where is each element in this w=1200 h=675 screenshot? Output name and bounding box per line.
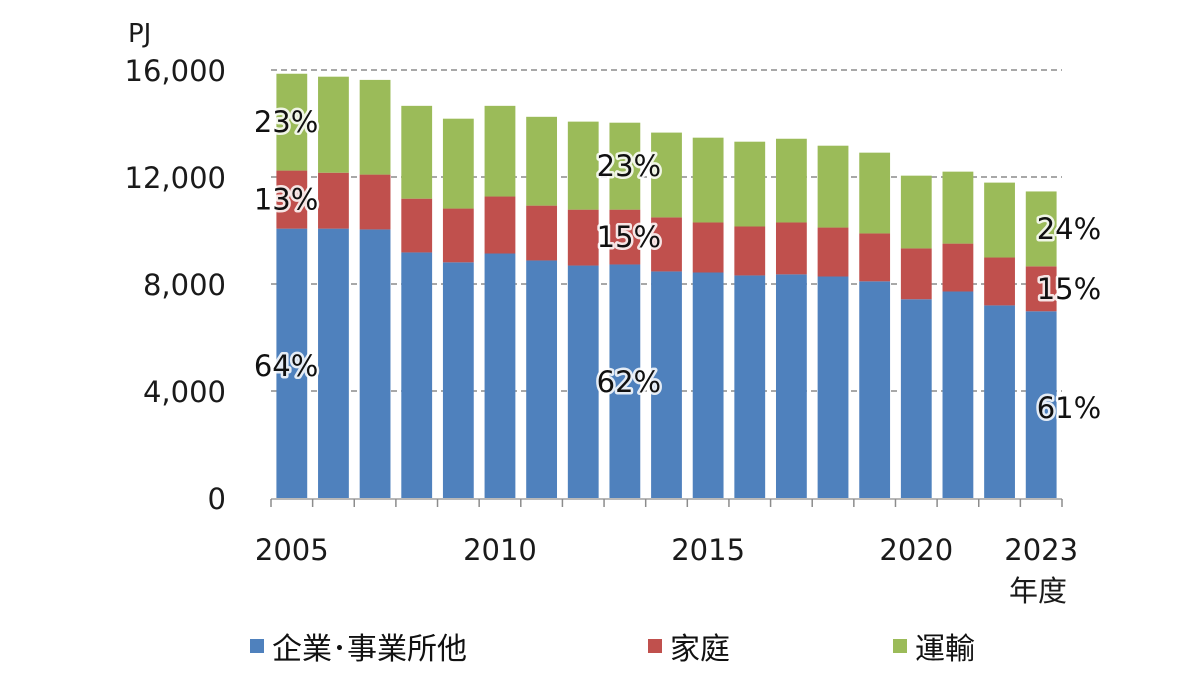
bar-segment-2018-企業･事業所他 <box>817 276 849 498</box>
bar-segment-2007-運輸 <box>359 79 391 175</box>
bar-segment-2015-家庭 <box>692 222 724 273</box>
bar-segment-2011-企業･事業所他 <box>526 260 558 498</box>
y-tick-label: 0 <box>208 482 226 516</box>
y-tick-label: 12,000 <box>125 161 226 195</box>
bar-segment-2006-運輸 <box>318 76 349 173</box>
bar-segment-2019-企業･事業所他 <box>859 281 891 498</box>
legend-label-business: 企業･事業所他 <box>272 632 467 667</box>
percentage-label: 62% <box>597 365 661 399</box>
bar-segment-2022-企業･事業所他 <box>984 305 1015 498</box>
bar-segment-2006-企業･事業所他 <box>318 228 349 498</box>
bar-segment-2020-運輸 <box>900 175 932 249</box>
bar-segment-2011-運輸 <box>526 116 558 206</box>
bar-segment-2009-企業･事業所他 <box>442 262 474 498</box>
bar-segment-2021-運輸 <box>942 171 974 244</box>
bar-segment-2010-運輸 <box>484 105 516 197</box>
bar-segment-2017-家庭 <box>775 222 807 275</box>
y-axis-tick-labels: 0 4,000 8,000 12,000 16,000 <box>125 54 226 516</box>
bar-segment-2009-家庭 <box>442 208 474 263</box>
bar-segment-2023-運輸 <box>1025 191 1057 267</box>
bar-segment-2023-企業･事業所他 <box>1025 311 1057 498</box>
legend: 企業･事業所他 家庭 運輸 <box>0 624 1200 667</box>
bar-segment-2005-家庭 <box>276 170 308 229</box>
bar-segment-2019-運輸 <box>859 152 891 234</box>
bar-segment-2008-運輸 <box>401 105 433 199</box>
bar-segment-2010-家庭 <box>484 196 516 254</box>
bar-segment-2017-運輸 <box>775 138 807 223</box>
x-tick-label: 2015 <box>671 533 745 567</box>
y-axis-unit-label: PJ <box>128 19 151 49</box>
bar-segment-2018-家庭 <box>817 227 849 277</box>
x-tick-label: 2005 <box>255 533 329 567</box>
bars <box>276 73 1057 498</box>
percentage-label: 61% <box>1037 391 1101 425</box>
legend-label-transport: 運輸 <box>915 632 975 667</box>
bar-segment-2008-家庭 <box>401 198 433 253</box>
percentage-label: 13% <box>254 183 318 217</box>
bar-segment-2019-家庭 <box>859 233 891 282</box>
percentage-label: 15% <box>1037 272 1101 306</box>
percentage-label: 24% <box>1037 212 1101 246</box>
x-axis-title: 年度 <box>1009 574 1067 608</box>
legend-item-business: 企業･事業所他 <box>250 624 467 668</box>
bar-segment-2017-企業･事業所他 <box>775 274 807 498</box>
bar-segment-2012-家庭 <box>567 209 599 266</box>
bar-segment-2015-運輸 <box>692 137 724 223</box>
bar-segment-2022-家庭 <box>984 257 1015 306</box>
y-tick-label: 4,000 <box>143 375 226 409</box>
bar-segment-2012-運輸 <box>567 121 599 210</box>
bar-segment-2007-企業･事業所他 <box>359 229 391 498</box>
y-tick-label: 16,000 <box>125 54 226 88</box>
y-tick-label: 8,000 <box>143 268 226 302</box>
bar-segment-2016-家庭 <box>734 226 766 276</box>
legend-item-transport: 運輸 <box>893 624 975 668</box>
bar-segment-2008-企業･事業所他 <box>401 252 433 498</box>
bar-segment-2020-家庭 <box>900 248 932 300</box>
bar-segment-2013-企業･事業所他 <box>609 264 641 498</box>
percentage-labels: 23% 13% 64% 23% 15% 62% 24% 15% 61% <box>251 103 1103 428</box>
legend-label-household: 家庭 <box>670 632 730 667</box>
bar-segment-2013-家庭 <box>609 209 641 265</box>
bar-segment-2015-企業･事業所他 <box>692 272 724 498</box>
bar-segment-2009-運輸 <box>442 118 474 209</box>
bar-segment-2023-家庭 <box>1025 266 1057 312</box>
bar-segment-2005-運輸 <box>276 73 308 171</box>
bar-segment-2005-企業･事業所他 <box>276 228 308 498</box>
bar-segment-2016-運輸 <box>734 141 766 227</box>
bar-segment-2012-企業･事業所他 <box>567 265 599 498</box>
x-tick-label: 2010 <box>463 533 537 567</box>
percentage-label: 23% <box>254 105 318 139</box>
legend-swatch-business <box>250 639 264 653</box>
x-axis <box>270 498 1063 507</box>
bar-segment-2014-運輸 <box>651 132 682 218</box>
x-tick-label: 2020 <box>879 533 953 567</box>
bar-segment-2018-運輸 <box>817 145 849 228</box>
bar-segment-2020-企業･事業所他 <box>900 299 932 498</box>
bar-segment-2021-家庭 <box>942 243 974 292</box>
bar-segment-2007-家庭 <box>359 174 391 230</box>
stacked-bar-chart: 0 4,000 8,000 12,000 16,000 2005 2010 2015 2020… <box>124 19 1103 608</box>
percentage-label: 23% <box>597 149 661 183</box>
bar-segment-2006-家庭 <box>318 172 349 229</box>
bar-segment-2010-企業･事業所他 <box>484 253 516 498</box>
legend-swatch-household <box>648 639 662 653</box>
bar-segment-2011-家庭 <box>526 205 558 261</box>
legend-swatch-transport <box>893 639 907 653</box>
legend-item-household: 家庭 <box>648 624 730 668</box>
bar-segment-2014-家庭 <box>651 217 682 272</box>
x-tick-label: 2023 <box>1004 533 1078 567</box>
x-axis-tick-labels: 2005 2010 2015 2020 2023 <box>255 533 1078 567</box>
percentage-label: 64% <box>254 349 318 383</box>
bar-segment-2013-運輸 <box>609 122 641 210</box>
percentage-label: 15% <box>597 220 661 254</box>
bar-segment-2022-運輸 <box>984 182 1015 258</box>
bar-segment-2014-企業･事業所他 <box>651 271 682 498</box>
bar-segment-2016-企業･事業所他 <box>734 275 766 498</box>
bar-segment-2021-企業･事業所他 <box>942 291 974 498</box>
